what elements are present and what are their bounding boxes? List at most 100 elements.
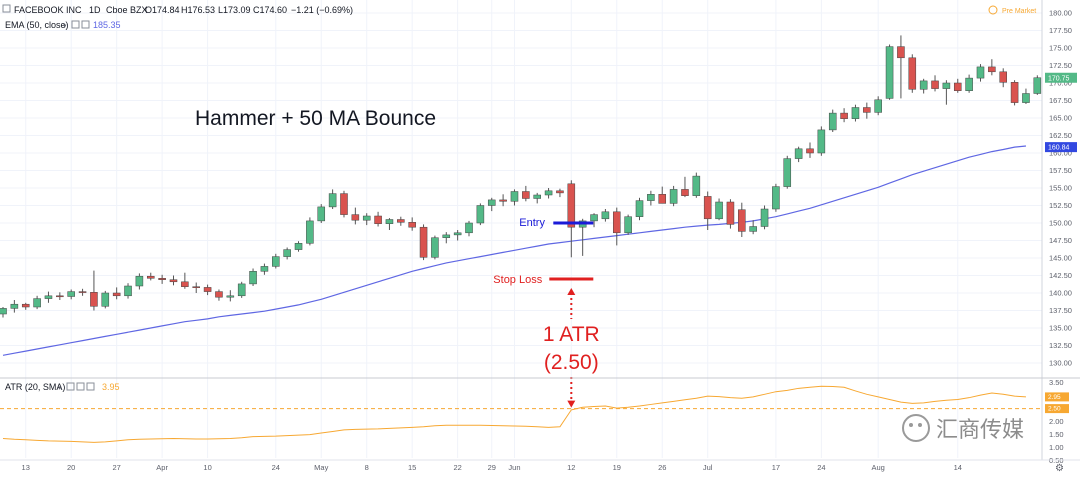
- candle[interactable]: [863, 102, 871, 119]
- atr-panel[interactable]: [0, 385, 1042, 443]
- candle[interactable]: [919, 78, 928, 94]
- candle[interactable]: [999, 68, 1007, 88]
- candle[interactable]: [260, 263, 269, 275]
- candle[interactable]: [499, 194, 507, 207]
- candle[interactable]: [385, 218, 394, 230]
- candle[interactable]: [874, 96, 882, 116]
- candle[interactable]: [442, 232, 451, 244]
- symbol-legend[interactable]: FACEBOOK INC 1D Cboe BZX O174.84 H176.53…: [2, 4, 353, 15]
- candle[interactable]: [544, 188, 553, 199]
- candle[interactable]: [988, 59, 996, 76]
- candle[interactable]: [828, 109, 837, 132]
- candle[interactable]: [590, 213, 598, 228]
- candle[interactable]: [158, 274, 166, 284]
- candle[interactable]: [181, 272, 189, 289]
- candle[interactable]: [419, 224, 428, 261]
- candle[interactable]: [237, 281, 246, 298]
- visibility-icon[interactable]: [66, 382, 75, 391]
- candle[interactable]: [851, 104, 860, 122]
- candle[interactable]: [124, 283, 132, 299]
- time-scale[interactable]: 13 20 27 Apr 10 24 May 8 15 22 29 Jun 12 19 26 Jul 17 24 A…: [22, 463, 962, 472]
- candle[interactable]: [317, 204, 326, 223]
- close-icon[interactable]: [86, 382, 95, 391]
- ema-legend[interactable]: EMA (50, close) ▾ 185.35: [5, 20, 121, 30]
- candle[interactable]: [806, 142, 814, 158]
- candle[interactable]: [476, 203, 485, 226]
- candles-layer[interactable]: [0, 35, 1042, 318]
- candle[interactable]: [215, 289, 223, 301]
- candle[interactable]: [112, 287, 121, 300]
- candle[interactable]: [56, 292, 64, 300]
- candle[interactable]: [169, 275, 178, 286]
- candle[interactable]: [738, 202, 746, 237]
- candle[interactable]: [10, 300, 19, 313]
- candle[interactable]: [942, 80, 951, 105]
- candle[interactable]: [715, 198, 723, 221]
- candle[interactable]: [1010, 80, 1019, 106]
- candle[interactable]: [397, 216, 405, 226]
- candle[interactable]: [817, 126, 826, 156]
- candle[interactable]: [522, 185, 530, 202]
- candle[interactable]: [658, 186, 667, 204]
- candle[interactable]: [703, 191, 712, 231]
- price-scale[interactable]: 180.00 177.50 175.00 172.50 170.00 167.50 165.…: [1041, 0, 1072, 465]
- candle[interactable]: [135, 273, 144, 290]
- candle[interactable]: [101, 290, 110, 309]
- candle[interactable]: [897, 35, 905, 99]
- candle[interactable]: [340, 190, 348, 218]
- timeframe[interactable]: 1D: [89, 5, 101, 15]
- settings-icon[interactable]: [76, 382, 85, 391]
- candle[interactable]: [931, 75, 939, 92]
- candle[interactable]: [374, 211, 382, 227]
- candle[interactable]: [635, 197, 644, 221]
- candle[interactable]: [408, 217, 416, 231]
- candle[interactable]: [749, 220, 757, 235]
- candle[interactable]: [772, 183, 780, 212]
- candle[interactable]: [351, 207, 360, 225]
- candle[interactable]: [67, 289, 75, 300]
- candle[interactable]: [726, 199, 735, 229]
- candle[interactable]: [908, 54, 917, 93]
- candle[interactable]: [885, 44, 894, 100]
- candle[interactable]: [78, 288, 87, 296]
- candle[interactable]: [328, 189, 337, 209]
- candle[interactable]: [1033, 75, 1042, 95]
- candle[interactable]: [510, 189, 519, 206]
- atr-legend[interactable]: ATR (20, SMA) ▾ 3.95: [5, 382, 120, 392]
- candle[interactable]: [760, 205, 769, 230]
- candle[interactable]: [556, 188, 564, 198]
- candle[interactable]: [840, 108, 848, 123]
- candle[interactable]: [431, 235, 439, 260]
- candle[interactable]: [21, 302, 30, 310]
- visibility-icon[interactable]: [71, 20, 80, 29]
- pre-market-badge[interactable]: Pre Market: [988, 5, 1036, 15]
- candle[interactable]: [692, 172, 701, 198]
- candle[interactable]: [953, 78, 962, 93]
- gear-icon[interactable]: ⚙: [1055, 463, 1064, 474]
- candle[interactable]: [533, 192, 541, 204]
- candle[interactable]: [272, 253, 280, 269]
- candle[interactable]: [203, 284, 212, 296]
- candle[interactable]: [669, 185, 678, 207]
- candle[interactable]: [226, 290, 235, 302]
- candle[interactable]: [612, 207, 621, 246]
- candle[interactable]: [783, 155, 792, 189]
- candle[interactable]: [283, 247, 291, 260]
- candle[interactable]: [976, 64, 985, 82]
- candle[interactable]: [681, 176, 689, 198]
- candle[interactable]: [362, 213, 371, 226]
- candle[interactable]: [0, 307, 7, 318]
- candle[interactable]: [1022, 88, 1030, 104]
- candle[interactable]: [294, 241, 303, 252]
- chevron-down-icon[interactable]: ▾: [58, 385, 62, 392]
- candle[interactable]: [306, 217, 314, 246]
- candle[interactable]: [90, 270, 98, 311]
- settings-icon[interactable]: [81, 20, 90, 29]
- candle[interactable]: [647, 190, 655, 206]
- chevron-down-icon[interactable]: ▾: [63, 23, 67, 30]
- candle[interactable]: [794, 146, 803, 163]
- candle[interactable]: [44, 291, 53, 303]
- candle[interactable]: [965, 74, 973, 93]
